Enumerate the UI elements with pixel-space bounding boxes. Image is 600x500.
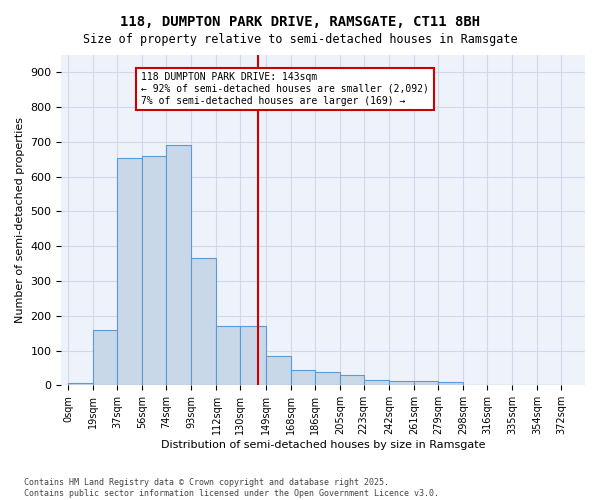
Bar bbox=[389, 381, 414, 386]
Bar bbox=[291, 370, 314, 386]
Text: 118 DUMPTON PARK DRIVE: 143sqm
← 92% of semi-detached houses are smaller (2,092): 118 DUMPTON PARK DRIVE: 143sqm ← 92% of … bbox=[141, 72, 429, 106]
Y-axis label: Number of semi-detached properties: Number of semi-detached properties bbox=[15, 117, 25, 323]
Bar bbox=[68, 382, 93, 386]
Bar bbox=[217, 326, 241, 386]
Text: Contains HM Land Registry data © Crown copyright and database right 2025.
Contai: Contains HM Land Registry data © Crown c… bbox=[24, 478, 439, 498]
Bar bbox=[340, 375, 364, 386]
Bar bbox=[266, 356, 291, 386]
Bar bbox=[191, 258, 217, 386]
Bar bbox=[241, 326, 266, 386]
Text: 118, DUMPTON PARK DRIVE, RAMSGATE, CT11 8BH: 118, DUMPTON PARK DRIVE, RAMSGATE, CT11 … bbox=[120, 15, 480, 29]
X-axis label: Distribution of semi-detached houses by size in Ramsgate: Distribution of semi-detached houses by … bbox=[161, 440, 485, 450]
Bar bbox=[314, 372, 340, 386]
Bar bbox=[166, 146, 191, 386]
Text: Size of property relative to semi-detached houses in Ramsgate: Size of property relative to semi-detach… bbox=[83, 32, 517, 46]
Bar bbox=[414, 381, 438, 386]
Bar bbox=[364, 380, 389, 386]
Bar bbox=[117, 158, 142, 386]
Bar bbox=[142, 156, 166, 386]
Bar bbox=[438, 382, 463, 386]
Bar bbox=[93, 330, 117, 386]
